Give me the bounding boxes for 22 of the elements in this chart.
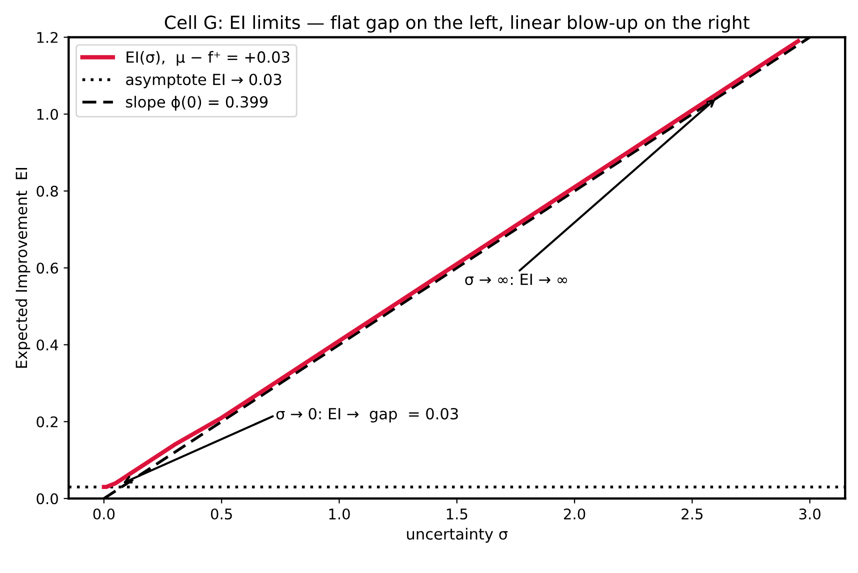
- y-tick-label: 1.0: [37, 108, 58, 120]
- annotation: σ → ∞: EI → ∞: [465, 274, 568, 286]
- x-tick-label: 2.5: [682, 508, 703, 520]
- chart-title: Cell G: EI limits — flat gap on the left, linear blow-up on the right: [164, 15, 750, 33]
- x-tick-label: 2.0: [564, 508, 586, 520]
- x-axis-title: uncertainty σ: [407, 528, 508, 543]
- legend-label: EI(σ), μ − f⁺ = +0.03: [126, 50, 290, 66]
- y-tick-label: 0.8: [36, 186, 58, 197]
- y-tick-label: 0.6: [36, 262, 58, 274]
- y-tick-label: 1.2: [37, 32, 58, 43]
- x-tick-label: 1.0: [329, 508, 350, 520]
- x-tick-label: 3.0: [799, 508, 820, 520]
- y-tick-label: 0.2: [36, 416, 58, 428]
- x-tick-label: 1.5: [446, 508, 468, 520]
- y-tick-label: 0.4: [36, 339, 58, 351]
- x-tick-label: 0.5: [210, 508, 232, 520]
- legend-label: slope ϕ(0) = 0.399: [126, 96, 268, 111]
- annotation: σ → 0: EI → gap = 0.03: [276, 408, 458, 422]
- y-tick-label: 0.0: [36, 493, 58, 504]
- x-tick-label: 0.0: [93, 508, 115, 520]
- y-axis-title: Expected Improvement EI: [15, 168, 30, 368]
- legend-label: asymptote EI → 0.03: [126, 74, 282, 88]
